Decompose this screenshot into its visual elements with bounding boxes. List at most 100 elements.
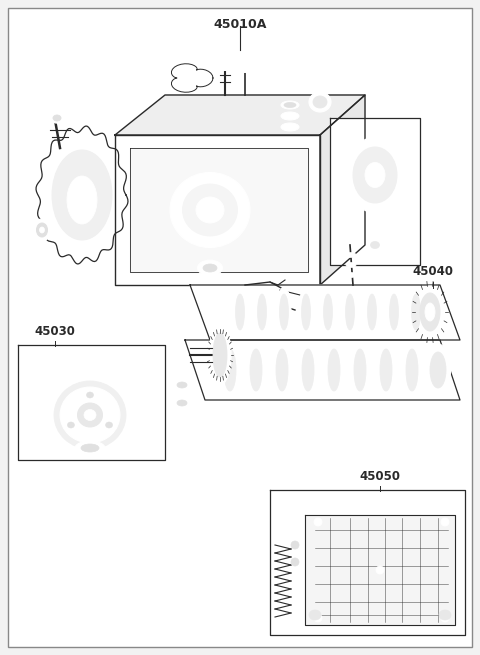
Ellipse shape bbox=[353, 147, 397, 203]
Ellipse shape bbox=[52, 150, 112, 240]
Polygon shape bbox=[171, 64, 213, 92]
Ellipse shape bbox=[389, 294, 398, 330]
Ellipse shape bbox=[380, 349, 392, 391]
Ellipse shape bbox=[387, 287, 401, 337]
Polygon shape bbox=[115, 135, 320, 285]
Ellipse shape bbox=[376, 566, 384, 574]
Ellipse shape bbox=[213, 333, 227, 377]
Ellipse shape bbox=[203, 264, 217, 272]
Ellipse shape bbox=[284, 102, 296, 107]
Text: 45040: 45040 bbox=[412, 265, 454, 278]
Ellipse shape bbox=[309, 610, 321, 620]
Ellipse shape bbox=[209, 325, 231, 385]
Polygon shape bbox=[270, 490, 465, 635]
Ellipse shape bbox=[343, 287, 357, 337]
Ellipse shape bbox=[321, 287, 335, 337]
Ellipse shape bbox=[371, 242, 380, 248]
Ellipse shape bbox=[328, 349, 340, 391]
Ellipse shape bbox=[276, 349, 288, 391]
Polygon shape bbox=[190, 285, 460, 340]
Ellipse shape bbox=[39, 227, 45, 233]
Ellipse shape bbox=[288, 538, 302, 552]
Ellipse shape bbox=[54, 381, 126, 449]
Ellipse shape bbox=[273, 343, 291, 398]
Ellipse shape bbox=[377, 343, 395, 398]
Text: 45010A: 45010A bbox=[213, 18, 267, 31]
Ellipse shape bbox=[409, 287, 423, 337]
Ellipse shape bbox=[83, 388, 97, 402]
Ellipse shape bbox=[257, 294, 266, 330]
Ellipse shape bbox=[299, 287, 313, 337]
Ellipse shape bbox=[68, 422, 74, 428]
Polygon shape bbox=[115, 95, 365, 135]
Ellipse shape bbox=[197, 260, 223, 276]
Ellipse shape bbox=[314, 518, 322, 526]
Ellipse shape bbox=[324, 294, 333, 330]
Ellipse shape bbox=[403, 343, 421, 398]
Ellipse shape bbox=[196, 197, 224, 223]
Ellipse shape bbox=[86, 392, 94, 398]
Ellipse shape bbox=[53, 115, 61, 121]
Ellipse shape bbox=[346, 272, 356, 278]
Polygon shape bbox=[18, 345, 165, 460]
Ellipse shape bbox=[281, 112, 299, 120]
Ellipse shape bbox=[281, 123, 299, 131]
Ellipse shape bbox=[439, 610, 451, 620]
Ellipse shape bbox=[411, 294, 420, 330]
Ellipse shape bbox=[365, 287, 379, 337]
Polygon shape bbox=[130, 148, 308, 272]
Ellipse shape bbox=[346, 294, 355, 330]
Ellipse shape bbox=[313, 96, 327, 108]
Polygon shape bbox=[305, 515, 455, 625]
Ellipse shape bbox=[299, 343, 317, 398]
Ellipse shape bbox=[340, 502, 350, 508]
Ellipse shape bbox=[170, 172, 250, 248]
Ellipse shape bbox=[221, 343, 239, 398]
Ellipse shape bbox=[291, 541, 299, 549]
Ellipse shape bbox=[426, 162, 434, 168]
Ellipse shape bbox=[309, 92, 331, 112]
Ellipse shape bbox=[75, 441, 105, 455]
Ellipse shape bbox=[365, 162, 385, 187]
Ellipse shape bbox=[291, 558, 299, 566]
Ellipse shape bbox=[368, 294, 376, 330]
Ellipse shape bbox=[84, 409, 96, 421]
Polygon shape bbox=[36, 126, 128, 264]
Ellipse shape bbox=[50, 113, 64, 123]
Ellipse shape bbox=[236, 294, 244, 330]
Ellipse shape bbox=[351, 343, 369, 398]
Ellipse shape bbox=[250, 349, 262, 391]
Ellipse shape bbox=[60, 387, 120, 443]
Ellipse shape bbox=[420, 293, 440, 331]
Ellipse shape bbox=[36, 223, 48, 237]
Ellipse shape bbox=[49, 376, 131, 454]
Ellipse shape bbox=[182, 184, 238, 236]
Ellipse shape bbox=[279, 294, 288, 330]
Ellipse shape bbox=[367, 239, 383, 251]
Ellipse shape bbox=[224, 349, 236, 391]
Ellipse shape bbox=[441, 614, 449, 622]
Ellipse shape bbox=[102, 419, 116, 432]
Ellipse shape bbox=[415, 286, 445, 338]
Ellipse shape bbox=[81, 444, 99, 452]
Ellipse shape bbox=[277, 287, 291, 337]
Text: 45030: 45030 bbox=[35, 325, 75, 338]
Ellipse shape bbox=[255, 287, 269, 337]
Ellipse shape bbox=[173, 397, 191, 409]
Ellipse shape bbox=[173, 379, 191, 391]
Ellipse shape bbox=[241, 67, 249, 73]
Ellipse shape bbox=[441, 518, 449, 526]
Ellipse shape bbox=[37, 128, 127, 263]
Polygon shape bbox=[320, 95, 365, 285]
Ellipse shape bbox=[354, 349, 366, 391]
Ellipse shape bbox=[346, 263, 356, 267]
Ellipse shape bbox=[77, 403, 103, 427]
Ellipse shape bbox=[219, 64, 231, 71]
Ellipse shape bbox=[233, 287, 247, 337]
Ellipse shape bbox=[425, 344, 451, 396]
Ellipse shape bbox=[33, 219, 51, 241]
Polygon shape bbox=[185, 340, 460, 400]
Ellipse shape bbox=[455, 360, 461, 370]
Ellipse shape bbox=[325, 343, 343, 398]
Ellipse shape bbox=[406, 349, 418, 391]
